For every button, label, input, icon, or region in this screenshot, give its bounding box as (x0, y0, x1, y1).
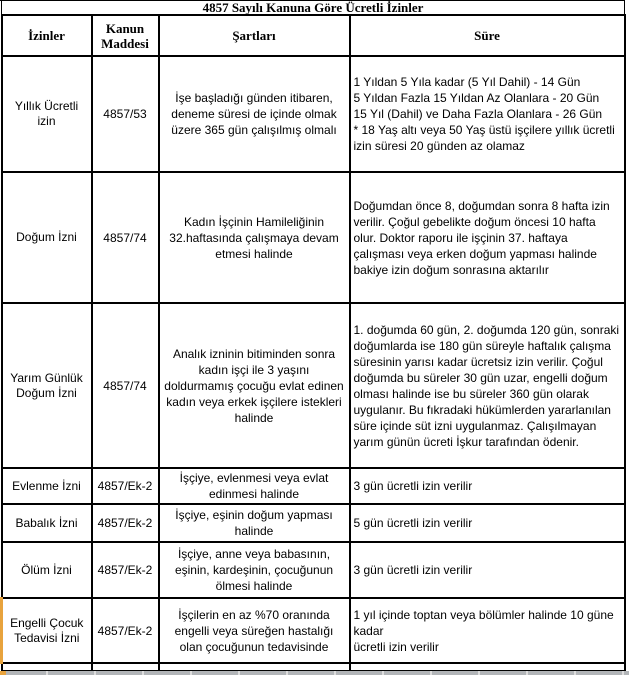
column-header-izinler: İzinler (0, 14, 93, 57)
duration-cell: 1. doğumda 60 gün, 2. doğumda 120 gün, s… (348, 302, 626, 469)
duration-cell: 3 gün ücretli izin verilir (348, 467, 626, 505)
leave-name-cell: Evlenme İzni (0, 467, 93, 505)
leave-name-cell: Doğum İzni (0, 171, 93, 304)
duration-cell: Doğumdan önce 8, doğumdan sonra 8 hafta … (348, 171, 626, 304)
table-row-engelli-cocuk-tedavisi-izni: Engelli Çocuk Tedavisi İzni 4857/Ek-2 İş… (0, 597, 626, 664)
conditions-cell: Kadın İşçinin Hamileliğinin 32.haftasınd… (157, 171, 351, 304)
table-row-olum-izni: Ölüm İzni 4857/Ek-2 İşçiye, anne veya ba… (0, 541, 626, 599)
leave-name-cell highlight-left-border: Engelli Çocuk Tedavisi İzni (0, 597, 93, 664)
conditions-cell: İşçiye, anne veya babasının, eşinin, kar… (157, 541, 351, 599)
column-header-sartlari: Şartları (157, 14, 351, 57)
table-title: 4857 Sayılı Kanuna Göre Ücretli İzinler (1, 0, 625, 16)
column-header-sure: Süre (348, 14, 626, 57)
law-article-cell: 4857/Ek-2 (90, 597, 160, 664)
conditions-cell: İşe başladığı günden itibaren, deneme sü… (157, 55, 351, 173)
column-header-kanun-maddesi: Kanun Maddesi (90, 14, 160, 57)
top-border-line (0, 0, 185, 1)
conditions-cell: İşçiye, evlenmesi veya evlat edinmesi ha… (157, 467, 351, 505)
law-article-cell: 4857/Ek-2 (90, 503, 160, 543)
leave-name-cell: Babalık İzni (0, 503, 93, 543)
law-article-cell: 4857/Ek-2 (90, 541, 160, 599)
conditions-cell: İşçilerin en az %70 oranında engelli vey… (157, 597, 351, 664)
conditions-cell: Analık izninin bitiminden sonra kadın iş… (157, 302, 351, 469)
selection-highlight-corner (0, 671, 6, 675)
table-row-yarim-gunluk-dogum-izni: Yarım Günlük Doğum İzni 4857/74 Analık i… (0, 302, 626, 469)
law-article-cell: 4857/53 (90, 55, 160, 173)
table-row-dogum-izni: Doğum İzni 4857/74 Kadın İşçinin Hamilel… (0, 171, 626, 304)
leave-name-cell: Ölüm İzni (0, 541, 93, 599)
duration-cell: 1 Yıldan 5 Yıla kadar (5 Yıl Dahil) - 14… (348, 55, 626, 173)
duration-cell: 3 gün ücretli izin verilir (348, 541, 626, 599)
table-row-empty (0, 662, 626, 672)
law-article-cell: 4857/74 (90, 171, 160, 304)
leave-name-cell: Yarım Günlük Doğum İzni (0, 302, 93, 469)
law-article-cell: 4857/Ek-2 (90, 467, 160, 505)
table-row-evlenme-izni: Evlenme İzni 4857/Ek-2 İşçiye, evlenmesi… (0, 467, 626, 505)
empty-cell (0, 662, 93, 672)
duration-cell: 1 yıl içinde toptan veya bölümler halind… (348, 597, 626, 664)
empty-cell (157, 662, 351, 672)
law-article-cell: 4857/74 (90, 302, 160, 469)
conditions-cell: İşçiye, eşinin doğum yapması halinde (157, 503, 351, 543)
table-row-yillik-ucretli-izin: Yıllık Ücretli izin 4857/53 İşe başladığ… (0, 55, 626, 173)
table-row-babalik-izni: Babalık İzni 4857/Ek-2 İşçiye, eşinin do… (0, 503, 626, 543)
spreadsheet-grid-edge (0, 671, 629, 675)
empty-cell (90, 662, 160, 672)
empty-cell (348, 662, 626, 672)
leave-name-cell: Yıllık Ücretli izin (0, 55, 93, 173)
duration-cell: 5 gün ücretli izin verilir (348, 503, 626, 543)
